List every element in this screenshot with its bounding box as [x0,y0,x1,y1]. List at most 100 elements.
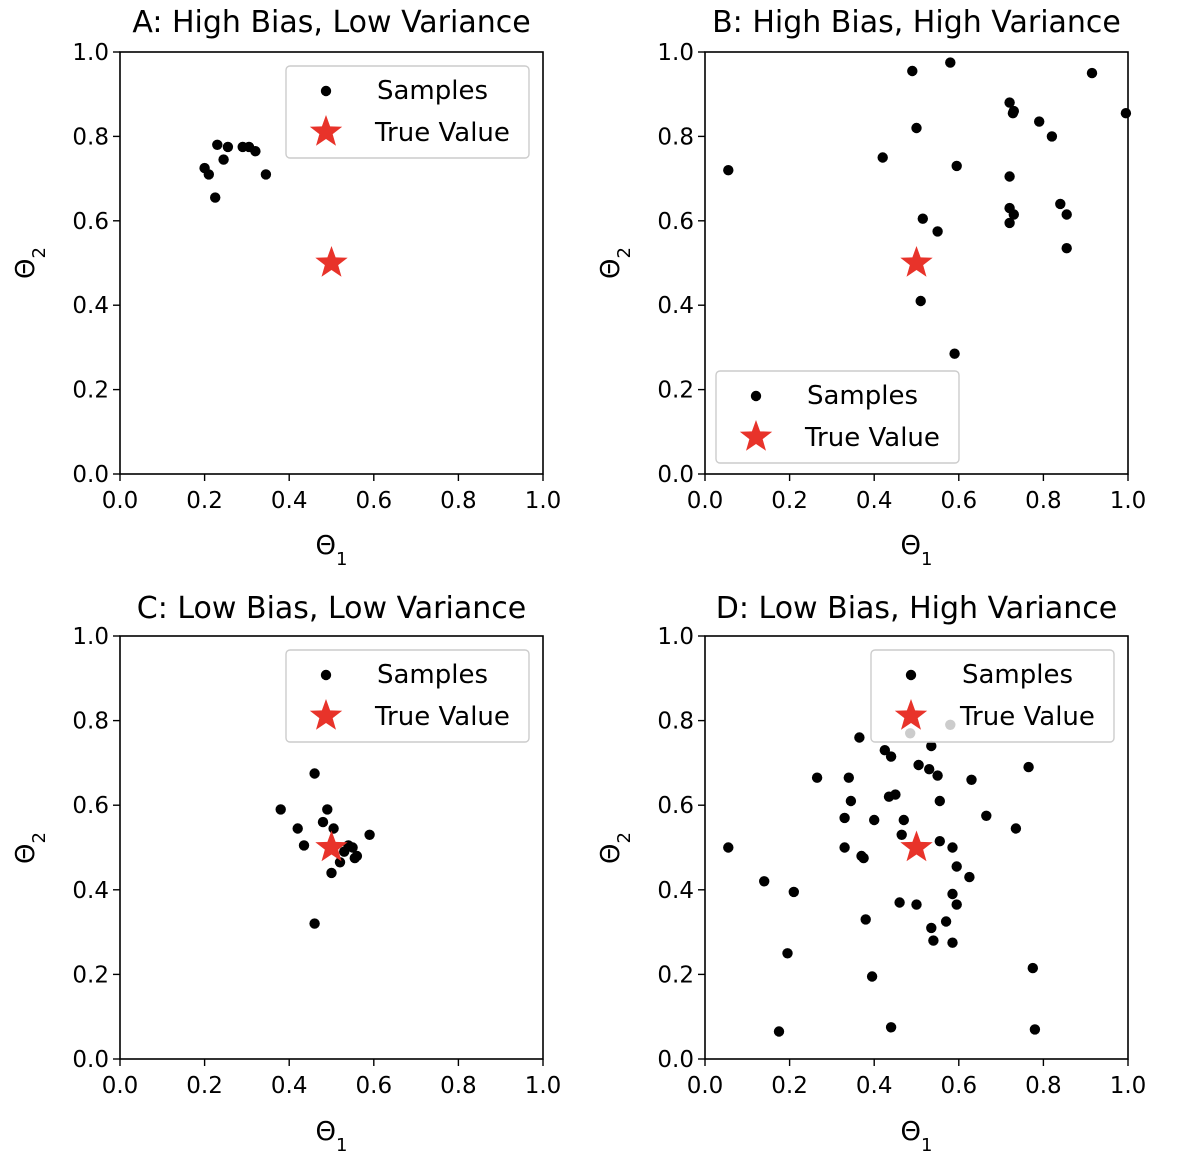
x-tick-label: 0.0 [687,1073,724,1099]
subplot-b-ticks: 0.0 0.2 0.4 0.6 0.8 1.0 0.0 0.2 0.4 0.6 0.8 1.0 [657,40,1146,514]
sample-point [1061,243,1072,254]
y-tick-label: 0.0 [72,462,109,488]
legend-true-value-marker [739,420,773,451]
subplot-c-legend: Samples True Value [285,649,530,743]
sample-point [1086,67,1098,79]
subplot-d-ylabel: Θ2 [596,832,635,864]
sample-point [945,57,956,68]
legend-samples-label: Samples [377,76,488,106]
legend-true-value-marker [309,699,343,730]
sample-point [782,948,793,959]
sample-point [1027,962,1039,974]
axis-label-subscript: 1 [336,549,347,570]
x-tick-label: 0.8 [1025,1073,1062,1099]
x-tick-label: 0.8 [440,488,477,514]
subplot-c-title: C: Low Bias, Low Variance [137,591,526,626]
subplot-a-points [199,139,348,277]
sample-point [1004,97,1015,108]
sample-point [915,295,926,307]
x-tick-label: 0.6 [941,488,978,514]
sample-point [326,867,337,879]
y-tick-label: 0.8 [72,709,109,735]
sample-point [759,876,770,887]
y-tick-label: 0.0 [657,462,694,488]
sample-point [1023,761,1034,773]
x-tick-label: 0.4 [856,488,893,514]
subplot-b-title: B: High Bias, High Variance [712,5,1121,40]
sample-point [947,937,958,948]
sample-point [926,922,937,934]
legend-samples-marker [320,669,332,681]
true-value-star [315,830,348,862]
sample-point [896,829,907,840]
axis-label-subscript: 1 [336,1135,347,1156]
sample-point [309,768,320,779]
axis-label-subscript: 2 [614,832,635,843]
sample-point [951,160,962,172]
legend-box [715,370,960,464]
x-tick-label: 0.6 [356,1073,393,1099]
sample-point [951,899,962,910]
subplot-b-ylabel: Θ2 [596,247,635,279]
subplot-b-xlabel-text: Θ [901,531,921,561]
sample-point [1004,217,1015,229]
sample-point [898,814,909,826]
legend-samples-label: Samples [377,660,488,690]
axis-label-subscript: 2 [614,247,635,258]
y-tick-label: 0.2 [72,962,109,988]
sample-point [964,871,975,883]
subplot-a-ylabel: Θ2 [11,247,50,279]
legend-samples-marker [320,85,332,97]
x-tick-label: 0.6 [356,488,393,514]
subplot-c-points [275,768,375,929]
sample-point [212,139,223,150]
sample-point [911,122,922,134]
sample-point [1120,108,1132,119]
sample-point [966,774,977,785]
x-tick-label: 0.4 [271,1073,308,1099]
axis-label-subscript: 2 [29,247,50,258]
subplot-b-frame [704,51,1129,475]
sample-point [885,751,897,762]
subplot-c-ylabel-text: Θ [11,843,41,863]
y-tick-label: 0.0 [72,1047,109,1073]
sample-point [845,795,857,807]
legend-box [285,649,530,743]
sample-point [275,804,286,815]
legend-box [285,65,530,159]
y-tick-label: 0.4 [72,878,109,904]
sample-point [932,770,943,781]
legend-true-value-label: True Value [804,423,940,453]
sample-point [951,861,962,872]
subplot-a-xlabel-text: Θ [316,531,336,561]
subplot-d: D: Low Bias, High Variance 0.0 0.2 0.4 0.6 0… [596,591,1146,1156]
subplot-b-xlabel: Θ1 [901,531,933,570]
sample-point [843,772,854,783]
sample-point [860,914,871,925]
subplot-b-ylabel-text: Θ [596,258,626,278]
subplot-a-xlabel: Θ1 [316,531,348,570]
sample-point [292,823,303,834]
y-tick-label: 0.2 [657,378,694,404]
x-tick-label: 0.8 [440,1073,477,1099]
sample-point [947,842,958,853]
subplot-a-title: A: High Bias, Low Variance [132,5,530,40]
sample-point [250,146,261,157]
subplot-d-xlabel: Θ1 [901,1117,933,1156]
sample-point [773,1026,785,1037]
subplot-c-xlabel: Θ1 [316,1117,348,1156]
sample-point [1034,116,1045,127]
sample-point [349,852,360,864]
subplot-b-legend: Samples True Value [715,370,960,464]
sample-point [947,888,958,900]
sample-point [1010,823,1022,834]
sample-point [1055,198,1066,210]
subplot-a: A: High Bias, Low Variance 0.0 0.2 0.4 0.6 0… [11,5,561,570]
sample-point [1008,209,1019,220]
x-tick-label: 0.4 [271,488,308,514]
sample-point [203,169,214,180]
sample-point [839,812,850,824]
sample-point [981,810,992,821]
subplot-a-legend: Samples True Value [285,65,530,159]
